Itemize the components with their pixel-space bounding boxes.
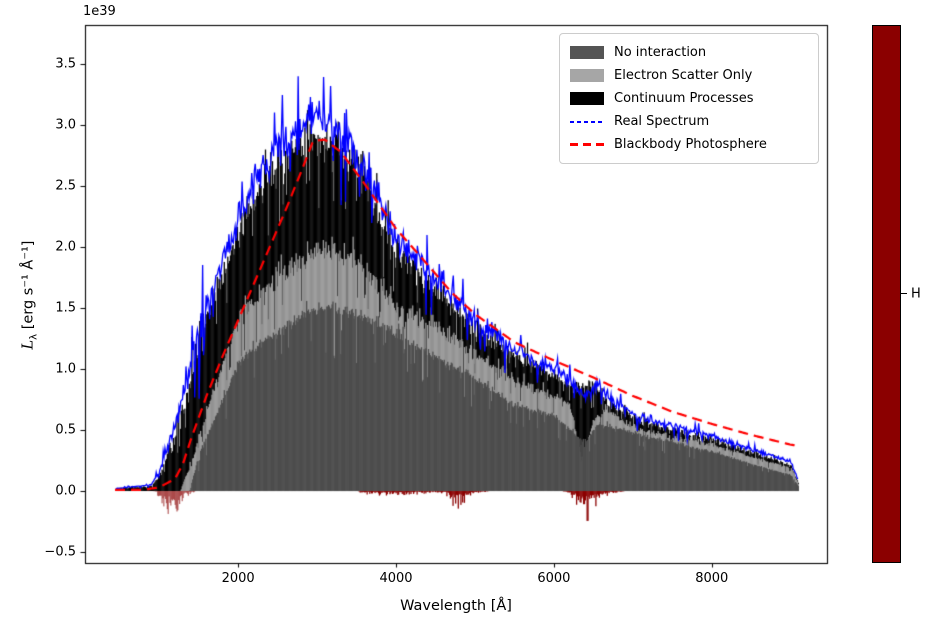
legend-swatch-icon: [570, 69, 604, 82]
y-axis-label: Lλ [erg s⁻¹ Å⁻¹]: [21, 241, 40, 350]
legend-item: Blackbody Photosphere: [570, 133, 808, 156]
colorbar-tick: [901, 293, 907, 295]
x-tick-label-8000: 8000: [695, 571, 729, 586]
legend-item: Real Spectrum: [570, 110, 808, 133]
legend-swatch-icon: [570, 46, 604, 59]
x-axis-label: Wavelength [Å]: [400, 598, 512, 614]
y-axis-label-units: [erg s⁻¹ Å⁻¹]: [20, 240, 37, 334]
legend-item-label: Continuum Processes: [614, 91, 754, 106]
legend: No interaction Electron Scatter Only Conti…: [559, 33, 819, 164]
legend-item-label: Electron Scatter Only: [614, 68, 753, 83]
legend-swatch-icon: [570, 143, 604, 146]
y-axis-label-subscript: λ: [28, 333, 40, 340]
legend-item: No interaction: [570, 41, 808, 64]
y-tick-label-0.0: 0.0: [55, 483, 76, 499]
y-tick-label-1.0: 1.0: [55, 361, 76, 377]
y-axis-offset-text: 1e39: [83, 4, 116, 19]
legend-item-label: Blackbody Photosphere: [614, 137, 767, 152]
colorbar-label: H: [911, 286, 921, 302]
colorbar: [872, 25, 901, 563]
x-tick-label-2000: 2000: [221, 571, 255, 586]
y-tick-label-3.5: 3.5: [55, 56, 76, 72]
y-axis-label-variable: L: [20, 339, 37, 350]
y-tick-label-−0.5: −0.5: [44, 544, 76, 560]
legend-swatch-icon: [570, 92, 604, 105]
y-tick-label-2.5: 2.5: [55, 178, 76, 194]
legend-item-label: No interaction: [614, 45, 707, 60]
legend-swatch-icon: [570, 120, 604, 123]
legend-item-label: Real Spectrum: [614, 114, 710, 129]
x-tick-label-4000: 4000: [379, 571, 413, 586]
y-tick-label-0.5: 0.5: [55, 422, 76, 438]
x-tick-label-6000: 6000: [537, 571, 571, 586]
legend-item: Continuum Processes: [570, 87, 808, 110]
y-tick-label-1.5: 1.5: [55, 300, 76, 316]
y-tick-label-3.0: 3.0: [55, 117, 76, 133]
y-tick-label-2.0: 2.0: [55, 239, 76, 255]
legend-item: Electron Scatter Only: [570, 64, 808, 87]
